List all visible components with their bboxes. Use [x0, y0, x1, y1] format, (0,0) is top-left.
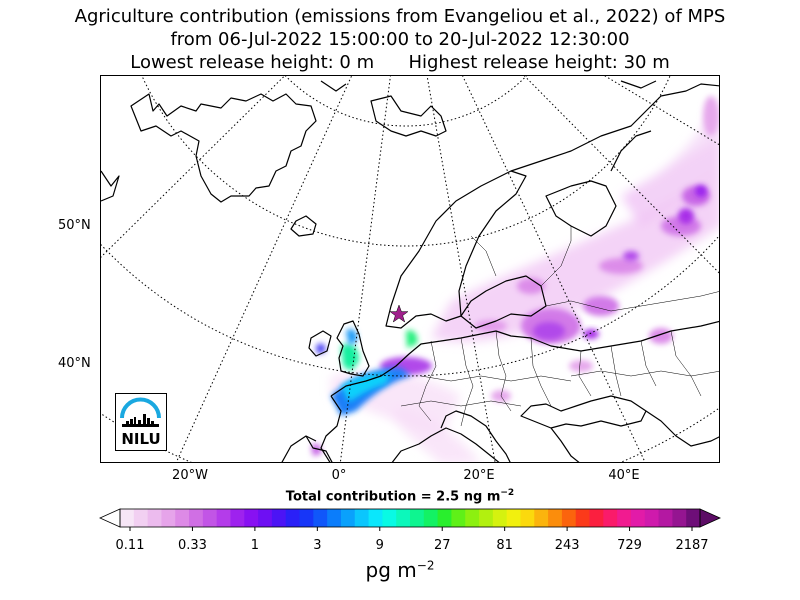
colorbar-cell — [175, 509, 190, 527]
colorbar-cell — [120, 509, 135, 527]
colorbar-cell — [561, 509, 577, 527]
colorbar-cell — [672, 509, 687, 527]
colorbar-cell — [396, 509, 411, 527]
colorbar-unit-exponent: −2 — [416, 558, 435, 573]
colorbar-tick-label: 729 — [617, 538, 642, 553]
chart-title-line-2: from 06-Jul-2022 15:00:00 to 20-Jul-2022… — [170, 29, 630, 50]
colorbar-min-arrow — [99, 508, 121, 528]
graticule — [101, 76, 719, 462]
total-contribution-label: Total contribution = 2.5 ng m−2 — [0, 488, 800, 504]
colorbar-cell — [271, 509, 287, 527]
chart-title-line-1: Agriculture contribution (emissions from… — [74, 6, 726, 27]
colorbar-tick-label: 243 — [554, 538, 580, 553]
colorbar-cell — [534, 509, 549, 527]
concentration-field — [311, 96, 719, 462]
colorbar-cell — [603, 509, 618, 527]
colorbar-cell — [147, 509, 162, 527]
release-site-star-icon — [389, 304, 409, 323]
colorbar-cell — [340, 509, 356, 527]
colorbar-cell — [465, 509, 480, 527]
colorbar-cell — [258, 509, 273, 527]
lon-label-40e: 40°E — [608, 468, 640, 483]
colorbar-cell — [230, 509, 245, 527]
lon-label-0: 0° — [331, 468, 347, 483]
colorbar-tick-label: 2187 — [675, 538, 709, 553]
lon-label-20e: 20°E — [463, 468, 495, 483]
plume-high-cells — [311, 329, 418, 456]
colorbar-cell — [686, 509, 701, 527]
colorbar-unit-label: pg m−2 — [0, 558, 800, 582]
colorbar-cell — [410, 509, 425, 527]
colorbar-cell — [354, 509, 370, 527]
coastlines — [101, 80, 719, 462]
colorbar-unit-text: pg m — [365, 558, 417, 582]
colorbar-cell — [630, 509, 646, 527]
colorbar-tick-label: 0.11 — [115, 538, 145, 553]
colorbar-cell — [575, 509, 591, 527]
colorbar-cell — [617, 509, 632, 527]
colorbar-tick-label: 27 — [433, 538, 451, 553]
nilu-logo-icon — [120, 397, 161, 427]
colorbar-cell — [327, 509, 342, 527]
colorbar — [99, 508, 721, 531]
colorbar-max-arrow — [699, 508, 721, 528]
colorbar-cell — [244, 509, 259, 527]
colorbar-cell — [313, 509, 328, 527]
country-borders — [400, 226, 719, 427]
total-contribution-text: Total contribution = 2.5 ng m — [285, 489, 501, 505]
colorbar-cell — [506, 509, 521, 527]
nilu-logo: NILU — [115, 393, 167, 451]
plume-strong-cells — [380, 185, 707, 375]
colorbar-cell — [161, 509, 176, 527]
lat-label-50n: 50°N — [58, 218, 91, 233]
colorbar-cell — [479, 509, 494, 527]
colorbar-tick-label: 1 — [250, 538, 260, 553]
colorbar-cell — [382, 509, 397, 527]
colorbar-cell — [216, 509, 231, 527]
lon-label-20w: 20°W — [172, 468, 208, 483]
colorbar-cell — [423, 509, 439, 527]
colorbar-tick-label: 9 — [375, 538, 384, 553]
colorbar-cell — [299, 509, 314, 527]
colorbar-cell — [202, 509, 218, 527]
colorbar-cell — [285, 509, 301, 527]
colorbar-cell — [658, 509, 673, 527]
colorbar-cell — [589, 509, 604, 527]
colorbar-cell — [189, 509, 204, 527]
colorbar-cell — [644, 509, 660, 527]
colorbar-cell — [492, 509, 508, 527]
nilu-logo-text: NILU — [121, 430, 161, 448]
map-canvas — [101, 76, 719, 462]
lat-label-40n: 40°N — [58, 356, 91, 371]
colorbar-cell — [437, 509, 452, 527]
colorbar-cell — [520, 509, 535, 527]
colorbar-cell — [133, 509, 149, 527]
map-panel — [100, 75, 720, 463]
chart-title-line-3: Lowest release height: 0 m Highest relea… — [130, 52, 670, 73]
colorbar-cell — [451, 509, 466, 527]
colorbar-frame — [119, 508, 701, 528]
colorbar-cell — [368, 509, 383, 527]
colorbar-cell — [548, 509, 563, 527]
total-contribution-exponent: −2 — [500, 488, 515, 498]
colorbar-tick-label: 81 — [496, 538, 513, 553]
colorbar-tick-label: 3 — [313, 538, 322, 553]
colorbar-tick-label: 0.33 — [177, 538, 207, 553]
